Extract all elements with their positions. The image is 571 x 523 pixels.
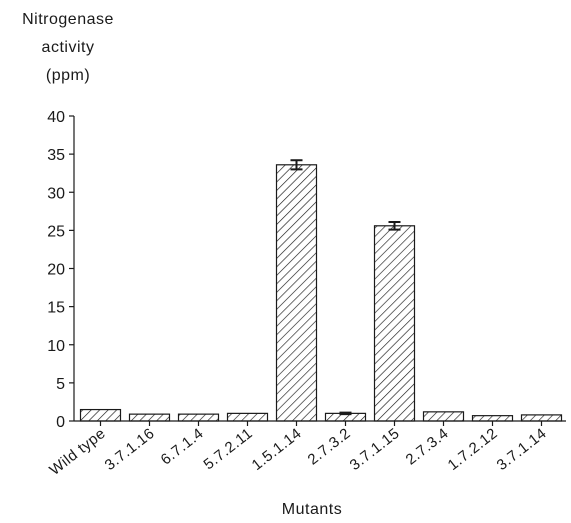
bar xyxy=(177,413,220,422)
bar xyxy=(79,408,122,422)
y-axis-label-line-1: Nitrogenase xyxy=(22,11,114,28)
bar xyxy=(128,413,171,422)
bar xyxy=(471,415,514,422)
y-tick-label: 25 xyxy=(47,223,65,240)
bar xyxy=(422,411,465,422)
y-tick-label: 0 xyxy=(56,414,65,431)
error-bars xyxy=(290,159,401,416)
bar xyxy=(275,164,318,422)
bar xyxy=(520,414,563,422)
bar xyxy=(226,412,269,422)
x-tick-label: Wild type xyxy=(46,425,109,479)
bars xyxy=(79,164,563,422)
x-axis-label: Mutants xyxy=(282,501,342,518)
x-tick-label: 3.7.1.16 xyxy=(102,425,158,474)
x-tick-label: 1.5.1.14 xyxy=(249,425,305,474)
y-tick-label: 35 xyxy=(47,147,65,164)
bar xyxy=(373,225,416,422)
x-tick-label: 3.7.1.14 xyxy=(494,425,550,474)
y-axis-label: Nitrogenase activity (ppm) xyxy=(22,11,114,84)
y-axis: 0 5 10 15 20 25 30 35 40 xyxy=(47,109,75,431)
y-tick-label: 20 xyxy=(47,262,65,279)
y-tick-label: 5 xyxy=(56,376,65,393)
x-tick-label: 1.7.2.12 xyxy=(445,425,501,474)
x-tick-label: 3.7.1.15 xyxy=(347,425,403,474)
x-tick-label: 5.7.2.11 xyxy=(200,425,255,474)
x-tick-label: 6.7.1.4 xyxy=(158,425,207,469)
y-axis-label-line-2: activity xyxy=(42,39,95,56)
y-tick-label: 40 xyxy=(47,109,65,126)
y-axis-label-line-3: (ppm) xyxy=(46,67,90,84)
y-tick-label: 30 xyxy=(47,185,65,202)
y-tick-label: 10 xyxy=(47,338,65,355)
y-tick-label: 15 xyxy=(47,300,65,317)
